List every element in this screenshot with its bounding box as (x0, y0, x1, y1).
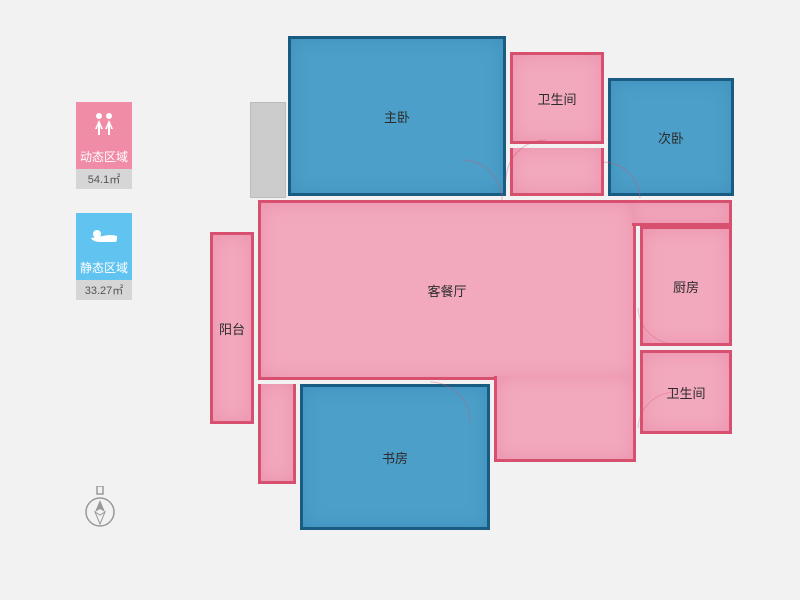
room-label: 客餐厅 (427, 281, 466, 300)
room-label: 厨房 (673, 277, 699, 296)
legend-item-static: 静态区域 33.27㎡ (76, 213, 132, 300)
sleep-icon (76, 213, 132, 257)
sw-strip (258, 384, 296, 484)
room-kitchen: 厨房 (640, 226, 732, 346)
room-label: 卫生间 (666, 383, 705, 402)
floor-plan: 主卧 卫生间 次卧 客餐厅 厨房 卫生间 阳台 书房 (202, 30, 742, 570)
living-east-ext (632, 200, 732, 226)
room-label: 主卧 (384, 107, 410, 126)
room-bathroom-1: 卫生间 (510, 52, 604, 144)
room-label: 书房 (382, 448, 408, 467)
wall-segment (250, 102, 286, 198)
room-master-bedroom: 主卧 (288, 36, 506, 196)
room-second-bedroom: 次卧 (608, 78, 734, 196)
legend-item-dynamic: 动态区域 54.1㎡ (76, 102, 132, 189)
room-label: 阳台 (219, 319, 245, 338)
room-label: 次卧 (658, 128, 684, 147)
legend-label-static: 静态区域 (76, 257, 132, 280)
legend-label-dynamic: 动态区域 (76, 146, 132, 169)
room-study: 书房 (300, 384, 490, 530)
room-bathroom-2: 卫生间 (640, 350, 732, 434)
living-south-ext (494, 376, 636, 462)
legend-value-static: 33.27㎡ (76, 280, 132, 300)
room-label: 卫生间 (537, 89, 576, 108)
legend-value-dynamic: 54.1㎡ (76, 169, 132, 189)
room-balcony: 阳台 (210, 232, 254, 424)
room-living-dining: 客餐厅 (258, 200, 636, 380)
legend-panel: 动态区域 54.1㎡ 静态区域 33.27㎡ (76, 102, 132, 324)
people-icon (76, 102, 132, 146)
corridor-top (510, 148, 604, 196)
compass-icon (82, 486, 118, 530)
